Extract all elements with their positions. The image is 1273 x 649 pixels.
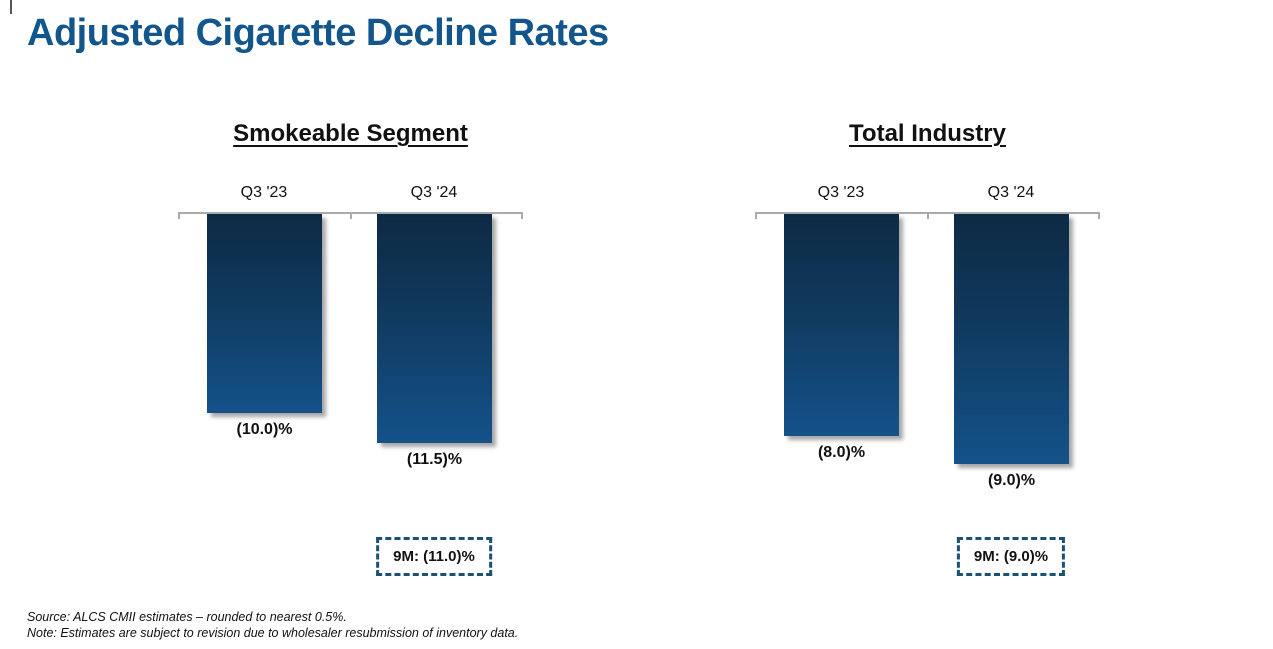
nine-month-annotation-box: 9M: (11.0)% [376,537,492,576]
panel-title-text: Smokeable Segment [233,120,468,147]
bar-q3-24 [954,214,1069,464]
bar-q3-23 [207,214,322,413]
bar-value-label: (11.5)% [406,451,463,468]
axis-tick [178,212,180,219]
category-label-q3-23: Q3 '23 [240,184,288,201]
smokeable-segment-panel: Smokeable Segment Q3 '23 Q3 '24 (10.0)% … [178,0,523,600]
bar-value-label: (9.0)% [987,472,1036,489]
total-industry-panel: Total Industry Q3 '23 Q3 '24 (8.0)% (9.0… [755,0,1100,600]
axis-tick [1098,212,1100,219]
bar-q3-24 [377,214,492,443]
page-title: Adjusted Cigarette Decline Rates [27,12,609,54]
axis-tick [350,212,352,219]
nine-month-annotation-box: 9M: (9.0)% [956,537,1066,576]
bar-group-q3-24: (11.5)% [377,214,492,469]
bar-value-label: (10.0)% [236,421,293,438]
axis-tick [521,212,523,219]
category-label-q3-23: Q3 '23 [817,184,865,201]
slide-edge-mark [10,0,12,14]
source-note: Source: ALCS CMII estimates – rounded to… [27,610,347,624]
revision-note: Note: Estimates are subject to revision … [27,626,519,640]
bar-group-q3-23: (10.0)% [207,214,322,439]
category-label-q3-24: Q3 '24 [987,184,1035,201]
bar-group-q3-24: (9.0)% [954,214,1069,490]
panel-title-smokeable: Smokeable Segment [178,120,523,148]
bar-value-label: (8.0)% [817,444,866,461]
axis-tick [755,212,757,219]
category-label-q3-24: Q3 '24 [410,184,458,201]
bar-q3-23 [784,214,899,436]
bar-group-q3-23: (8.0)% [784,214,899,462]
footer-notes: Source: ALCS CMII estimates – rounded to… [27,609,518,641]
axis-tick [927,212,929,219]
panel-title-total-industry: Total Industry [755,120,1100,148]
panel-title-text: Total Industry [849,120,1006,147]
